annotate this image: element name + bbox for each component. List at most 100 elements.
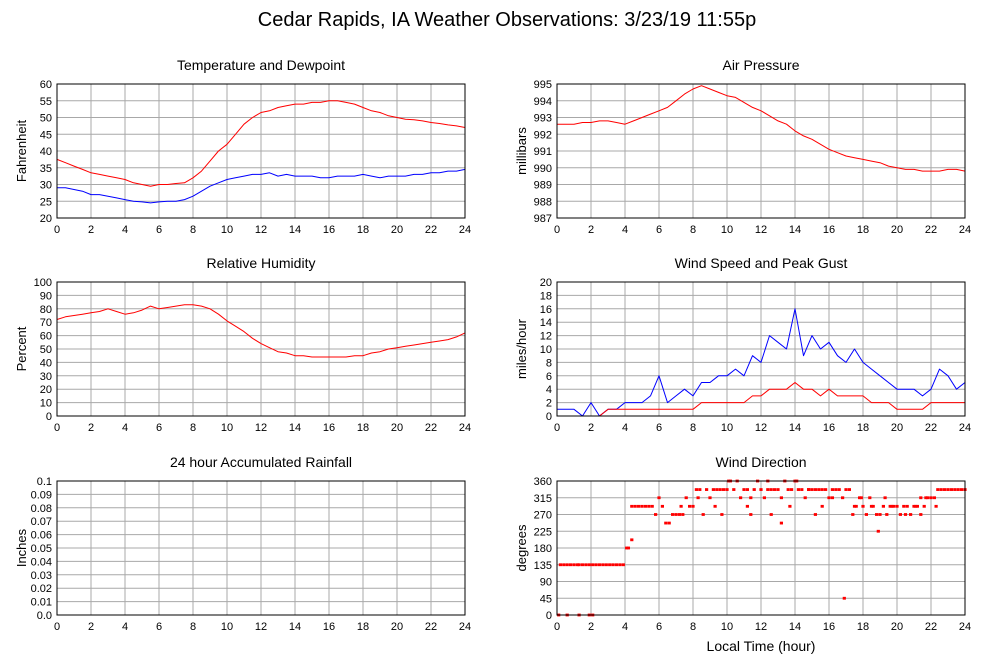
wdir-x-tick-label: 6 [656, 621, 662, 633]
rain-x-tick-label: 24 [459, 621, 471, 633]
wdir-point [742, 488, 746, 491]
pres-x-tick-label: 14 [789, 224, 801, 236]
pres-x-tick-label: 10 [721, 224, 733, 236]
rh-y-tick-label: 10 [40, 398, 52, 410]
temp-series-0-line [56, 100, 466, 187]
temp-y-tick-label: 30 [40, 180, 52, 192]
rh-x-tick-label: 6 [156, 422, 162, 434]
rh-y-tick-label: 20 [40, 384, 52, 396]
wdir-x-tick-label: 10 [721, 621, 733, 633]
wind-x-tick-label: 0 [554, 422, 560, 434]
temp-x-tick-label: 12 [255, 224, 267, 236]
temp-y-tick-label: 25 [40, 196, 52, 208]
wind-x-tick-label: 10 [721, 422, 733, 434]
rain-x-tick-label: 4 [122, 621, 128, 633]
pres-x-tick-label: 6 [656, 224, 662, 236]
wdir-point [953, 488, 957, 491]
wind-x-tick-label: 4 [622, 422, 628, 434]
wdir-point [813, 488, 817, 491]
wdir-point [677, 513, 681, 516]
wdir-point [562, 563, 566, 567]
wind-y-tick-label: 14 [540, 317, 552, 329]
wdir-point [830, 496, 834, 500]
wdir-point [830, 488, 834, 491]
wdir-point [842, 596, 846, 600]
wdir-x-tick-label: 16 [823, 621, 835, 633]
wdir-point [788, 504, 792, 508]
wdir-point [732, 488, 736, 491]
wdir-frame [556, 480, 966, 616]
wdir-y-axis-label: degrees [514, 524, 529, 571]
pres-x-tick-label: 24 [959, 224, 971, 236]
wdir-point [858, 496, 862, 500]
wdir-point [895, 504, 899, 508]
wdir-point [674, 513, 678, 516]
wdir-title: Wind Direction [715, 454, 806, 470]
pres-series-0-line [557, 85, 966, 172]
rain-y-tick-label: 0.03 [31, 570, 52, 582]
pres-y-tick-label: 992 [534, 129, 552, 141]
rh-x-tick-label: 14 [289, 422, 301, 434]
wdir-point [898, 513, 902, 516]
wdir-point [851, 513, 855, 516]
wdir-point [713, 504, 717, 508]
wdir-y-tick-label: 315 [534, 493, 552, 505]
pres-chart: 0 2 4 6 8 10 12 14 16 18 20 22 249959949939929919909… [514, 57, 971, 236]
wdir-point [715, 488, 719, 491]
wdir-point [762, 496, 766, 500]
rain-y-tick-label: 0.08 [31, 503, 52, 515]
wdir-point [718, 488, 722, 491]
wdir-y-tick-label: 0 [546, 610, 552, 622]
rain-x-tick-label: 22 [425, 621, 437, 633]
wdir-point [834, 488, 838, 491]
page-title: Cedar Rapids, IA Weather Observations: 3… [258, 9, 756, 31]
rh-y-axis-label: Percent [14, 326, 29, 371]
rain-x-tick-label: 0 [54, 621, 60, 633]
rain-x-tick-label: 8 [190, 621, 196, 633]
wdir-point [800, 488, 804, 491]
x-axis-label: Local Time (hour) [707, 638, 816, 654]
rain-y-tick-label: 0.04 [31, 556, 52, 568]
wind-y-tick-label: 8 [546, 357, 552, 369]
pres-x-tick-label: 12 [755, 224, 767, 236]
wind-title: Wind Speed and Peak Gust [675, 255, 848, 271]
wdir-point [569, 563, 573, 567]
rain-x-tick-label: 18 [357, 621, 369, 633]
wdir-point [859, 496, 863, 500]
wdir-point [621, 563, 625, 567]
wind-x-tick-label: 6 [656, 422, 662, 434]
rh-y-tick-label: 50 [40, 344, 52, 356]
rain-y-tick-label: 0.05 [31, 543, 52, 555]
rain-y-tick-label: 0.02 [31, 583, 52, 595]
wdir-point [587, 563, 591, 567]
wdir-point [912, 504, 916, 508]
wdir-point [936, 488, 940, 491]
wind-x-tick-label: 18 [857, 422, 869, 434]
wdir-point [776, 488, 780, 491]
rain-frame [56, 480, 466, 616]
wdir-point [875, 513, 879, 516]
rh-y-tick-label: 30 [40, 371, 52, 383]
wdir-point [943, 488, 947, 491]
wdir-point [749, 513, 753, 516]
rh-x-tick-label: 22 [425, 422, 437, 434]
wind-y-tick-label: 18 [540, 290, 552, 302]
wdir-point [759, 488, 763, 491]
wdir-x-tick-label: 20 [891, 621, 903, 633]
rain-y-tick-label: 0.09 [31, 489, 52, 501]
temp-x-tick-label: 14 [289, 224, 301, 236]
wdir-point [633, 504, 637, 508]
wind-y-tick-label: 12 [540, 331, 552, 343]
wdir-point [824, 488, 828, 491]
wdir-point [667, 521, 671, 525]
temp-x-tick-label: 8 [190, 224, 196, 236]
wdir-y-tick-label: 360 [534, 476, 552, 488]
pres-y-tick-label: 988 [534, 196, 552, 208]
pres-x-tick-label: 20 [891, 224, 903, 236]
pres-y-tick-label: 991 [534, 146, 552, 158]
wind-series-1-line [557, 382, 965, 417]
wdir-x-tick-label: 12 [755, 621, 767, 633]
rh-y-tick-label: 90 [40, 290, 52, 302]
wdir-point [698, 488, 702, 491]
pres-x-tick-label: 4 [622, 224, 628, 236]
